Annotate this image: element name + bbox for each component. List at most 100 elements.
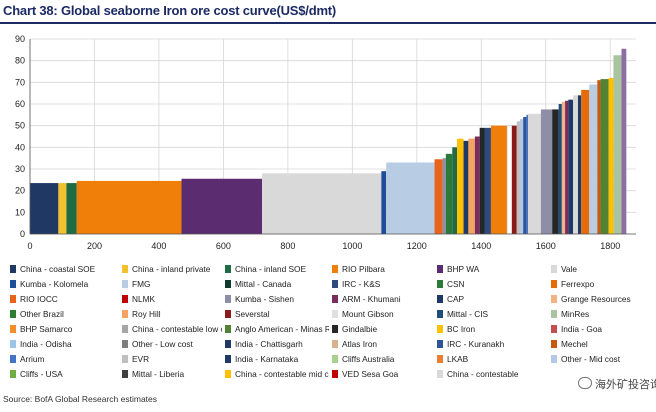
legend-swatch [437,310,443,318]
legend-item: Gindalbie [332,324,434,336]
legend-label: RIO IOCC [20,294,58,304]
legend-swatch [551,280,557,288]
legend-label: BHP WA [447,264,480,274]
legend-swatch [122,340,128,348]
legend-swatch [122,355,128,363]
cost-bar [608,78,614,234]
axes: 0 10 20 30 40 50 60 70 80 90 0 200 400 600 800 1000 1200… [15,34,636,251]
cost-bar [66,183,77,234]
legend-swatch [10,325,16,333]
legend-label: CSN [447,279,465,289]
cost-bar [381,171,387,234]
cost-bar [561,101,566,234]
legend-swatch [225,295,231,303]
legend-swatch [551,355,557,363]
watermark-text: 海外矿投咨询 [595,379,656,391]
legend-swatch [225,340,231,348]
legend-swatch [551,340,557,348]
wechat-icon [578,377,592,389]
x-tick-label: 1000 [342,241,362,251]
y-tick-label: 0 [20,229,25,239]
legend-label: NLMK [132,294,156,304]
legend-item: Mount Gibson [332,309,434,321]
legend-swatch [10,355,16,363]
legend-swatch [551,265,557,273]
legend-swatch [225,280,231,288]
legend-item: Other - Low cost [122,339,222,351]
legend-item: RIO Pilbara [332,264,434,276]
legend-label: LKAB [447,354,469,364]
legend-label: Gindalbie [342,324,378,334]
legend-swatch [332,310,338,318]
legend-label: China - contestable mid cost [235,369,329,379]
legend-item: China - inland private [122,264,222,276]
legend-label: Other - Low cost [132,339,193,349]
legend-label: Mittal - Liberia [132,369,185,379]
x-tick-label: 1200 [407,241,427,251]
cost-bar [523,117,527,234]
legend-swatch [437,265,443,273]
legend-swatch [122,280,128,288]
y-tick-label: 80 [15,56,25,66]
x-tick-label: 1800 [600,241,620,251]
legend-swatch [10,370,16,378]
legend-label: BHP Samarco [20,324,73,334]
legend-swatch [332,265,338,273]
legend-label: FMG [132,279,151,289]
cost-bar [558,104,562,234]
cost-bar [452,147,458,234]
cost-bar [76,180,182,234]
legend-swatch [225,370,231,378]
legend-item: Atlas Iron [332,339,434,351]
legend-item: CAP [437,294,547,306]
cost-bar [434,159,443,234]
legend-item: Mechel [551,339,651,351]
legend-item: Cliffs Australia [332,354,434,366]
legend-label: India - Odisha [20,339,72,349]
legend-item: India - Karnataka [225,354,329,366]
cost-bar [484,127,491,234]
legend-label: China - inland private [132,264,211,274]
legend-item: Kumba - Kolomela [10,279,116,291]
y-tick-label: 90 [15,34,25,44]
legend-label: China - coastal SOE [20,264,96,274]
legend-label: Roy Hill [132,309,161,319]
legend-label: VED Sesa Goa [342,369,399,379]
legend-item: Grange Resources [551,294,651,306]
y-tick-label: 30 [15,164,25,174]
legend-swatch [10,280,16,288]
legend-swatch [437,280,443,288]
legend-label: India - Karnataka [235,354,299,364]
legend-item: Roy Hill [122,309,222,321]
legend-item: China - contestable mid cost [225,369,329,381]
x-tick-label: 1600 [536,241,556,251]
legend-swatch [122,295,128,303]
legend-item: India - Odisha [10,339,116,351]
legend-swatch [225,310,231,318]
x-tick-label: 200 [87,241,102,251]
legend-swatch [437,370,443,378]
legend-swatch [10,310,16,318]
y-tick-label: 50 [15,121,25,131]
y-tick-label: 40 [15,142,25,152]
cost-bar [573,95,578,234]
cost-bar [519,119,524,234]
legend-item: RIO IOCC [10,294,116,306]
legend-label: IRC - Kuranakh [447,339,505,349]
legend-item: China - coastal SOE [10,264,116,276]
legend-item: Mittal - CIS [437,309,547,321]
cost-bar [621,48,627,234]
x-tick-label: 0 [27,241,32,251]
legend-label: China - contestable low cost [132,324,222,334]
legend-item: BHP WA [437,264,547,276]
cost-bar [565,100,569,234]
legend-label: Mittal - CIS [447,309,489,319]
legend-item: VED Sesa Goa [332,369,434,381]
chart-title-bar: Chart 38: Global seaborne Iron ore cost … [0,0,656,24]
cost-curve-chart: 0 10 20 30 40 50 60 70 80 90 0 200 400 600 800 1000 1200… [15,34,636,251]
legend-item: Vale [551,264,651,276]
cost-bar [490,125,508,234]
legend-swatch [122,310,128,318]
legend-label: China - contestable [447,369,519,379]
x-tick-label: 1400 [471,241,491,251]
